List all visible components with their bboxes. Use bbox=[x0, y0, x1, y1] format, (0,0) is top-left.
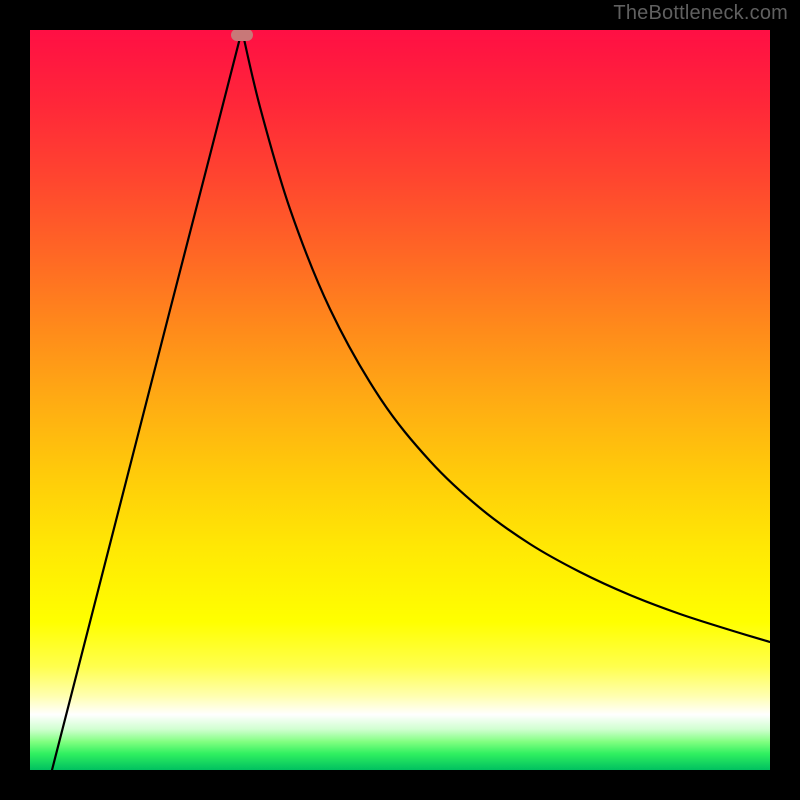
gradient-background bbox=[30, 30, 770, 770]
plot-area bbox=[30, 30, 770, 770]
chart-outer-frame: TheBottleneck.com bbox=[0, 0, 800, 800]
optimum-marker bbox=[231, 30, 253, 41]
watermark-text: TheBottleneck.com bbox=[613, 2, 788, 25]
plot-svg bbox=[30, 30, 770, 770]
